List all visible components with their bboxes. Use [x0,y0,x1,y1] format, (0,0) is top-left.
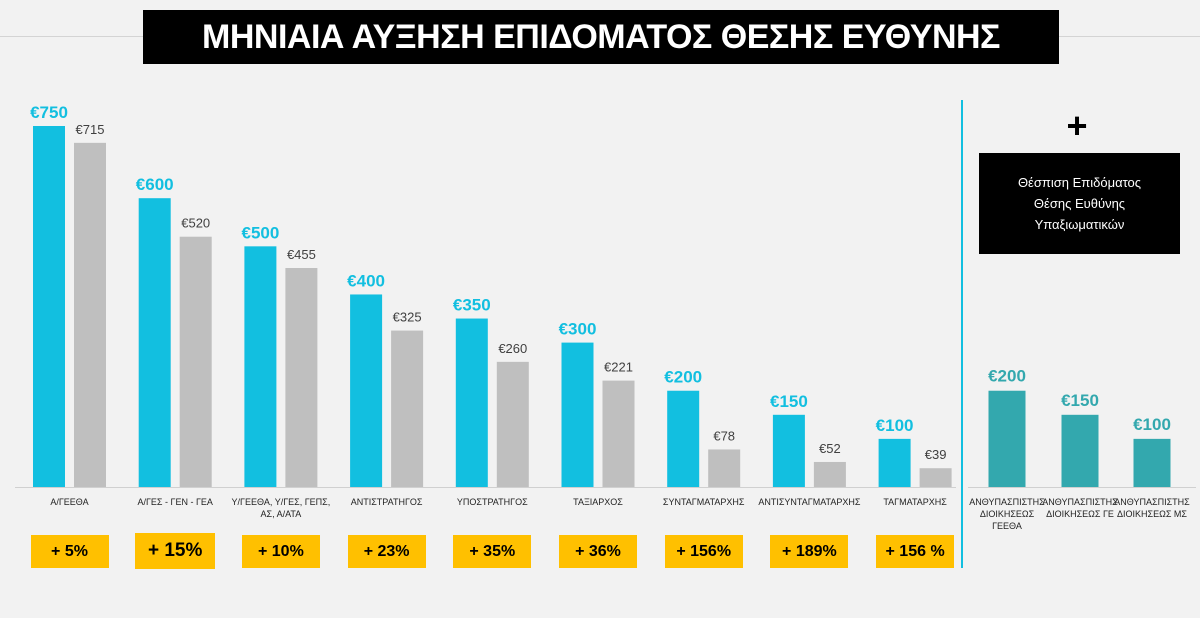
increase-badge: + 156 % [876,535,955,568]
plus-sign: + [1066,105,1088,146]
increase-badge: + 35% [453,535,532,568]
bar-new [350,294,383,487]
increase-badge: + 156% [664,535,743,568]
bar-old [919,468,952,487]
side-data-label: €150 [1061,391,1099,410]
chart-title: ΜΗΝΙΑΙΑ ΑΥΞΗΣΗ ΕΠΙΔΟΜΑΤΟΣ ΘΕΣΗΣ ΕΥΘΥΝΗΣ [143,10,1059,64]
bar-old [496,361,529,487]
data-label-old: €325 [393,310,422,325]
side-note-box: Θέσπιση Επιδόματος Θέσης Ευθύνης Υπαξιωμ… [979,153,1180,254]
side-note-line-2: Θέσης Ευθύνης [1033,196,1126,211]
side-note-line-3: Υπαξιωματικών [1034,217,1125,232]
x-tick-label: Α/ΓΕΕΘΑ [50,497,88,507]
x-tick-label: Υ/ΓΕΕΘΑ, Υ/ΓΕΣ, ΓΕΠΣ, ΑΣ, Α/ΑΤΑ [232,497,331,519]
bar-new [33,126,65,487]
bar-new [667,390,700,487]
data-label-old: €78 [713,428,735,443]
side-data-label: €200 [988,367,1026,386]
data-label-old: €260 [498,341,527,356]
side-tick-label: ΑΝΘΥΠΑΣΠΙΣΤΗΣ ΔΙΟΙΚΗΣΕΩΣ ΓΕΕΘΑ [969,497,1045,531]
bar-old [179,236,212,487]
bar-old [708,449,741,487]
bar-new [772,414,805,487]
data-label-old: €221 [604,360,633,375]
bar-new [561,342,594,487]
data-label-new: €200 [664,368,702,387]
data-label-new: €600 [136,175,174,194]
bar-new [138,198,171,487]
increase-badge: + 23% [347,535,426,568]
data-label-old: €455 [287,247,316,262]
data-label-new: €100 [876,416,914,435]
data-label-new: €400 [347,271,385,290]
bar-new [455,318,488,487]
data-label-old: €39 [925,447,947,462]
increase-badge: + 15% [135,533,216,569]
bar-old [391,330,424,487]
side-tick-label: ΑΝΘΥΠΑΣΠΙΣΤΗΣ ΔΙΟΙΚΗΣΕΩΣ ΜΣ [1114,497,1190,519]
data-label-old: €52 [819,441,841,456]
data-label-new: €150 [770,392,808,411]
side-bar [1061,414,1099,487]
data-label-old: €715 [76,122,105,137]
increase-badge: + 189% [770,535,849,568]
increase-badge: + 5% [30,535,109,568]
data-label-new: €300 [559,320,597,339]
data-label-old: €520 [181,216,210,231]
bar-old [74,142,106,487]
bar-new [878,438,911,487]
increase-badge: + 10% [241,535,320,568]
side-bar [1133,438,1171,487]
data-label-new: €750 [30,103,68,122]
x-tick-label: ΥΠΟΣΤΡΑΤΗΓΟΣ [457,497,528,507]
increase-badge: + 36% [559,535,637,568]
data-label-new: €350 [453,296,491,315]
x-tick-label: ΤΑΓΜΑΤΑΡΧΗΣ [883,497,947,507]
side-data-label: €100 [1133,415,1171,434]
bar-old [813,461,846,487]
data-label-new: €500 [241,223,279,242]
side-tick-label: ΑΝΘΥΠΑΣΠΙΣΤΗΣ ΔΙΟΙΚΗΣΕΩΣ ΓΕ [1042,497,1118,519]
x-tick-label: ΣΥΝΤΑΓΜΑΤΑΡΧΗΣ [663,497,745,507]
side-note-line-1: Θέσπιση Επιδόματος [1017,175,1142,190]
bar-old [285,267,318,487]
chart-title-text: ΜΗΝΙΑΙΑ ΑΥΞΗΣΗ ΕΠΙΔΟΜΑΤΟΣ ΘΕΣΗΣ ΕΥΘΥΝΗΣ [202,17,1000,56]
x-tick-label: ΑΝΤΙΣΥΝΤΑΓΜΑΤΑΡΧΗΣ [758,497,861,507]
x-tick-label: ΑΝΤΙΣΤΡΑΤΗΓΟΣ [351,497,423,507]
bar-old [602,380,635,487]
bar-new [244,246,277,487]
x-tick-label: ΤΑΞΙΑΡΧΟΣ [573,497,623,507]
x-tick-label: Α/ΓΕΣ - ΓΕΝ - ΓΕΑ [137,497,212,507]
side-bar [988,390,1026,487]
